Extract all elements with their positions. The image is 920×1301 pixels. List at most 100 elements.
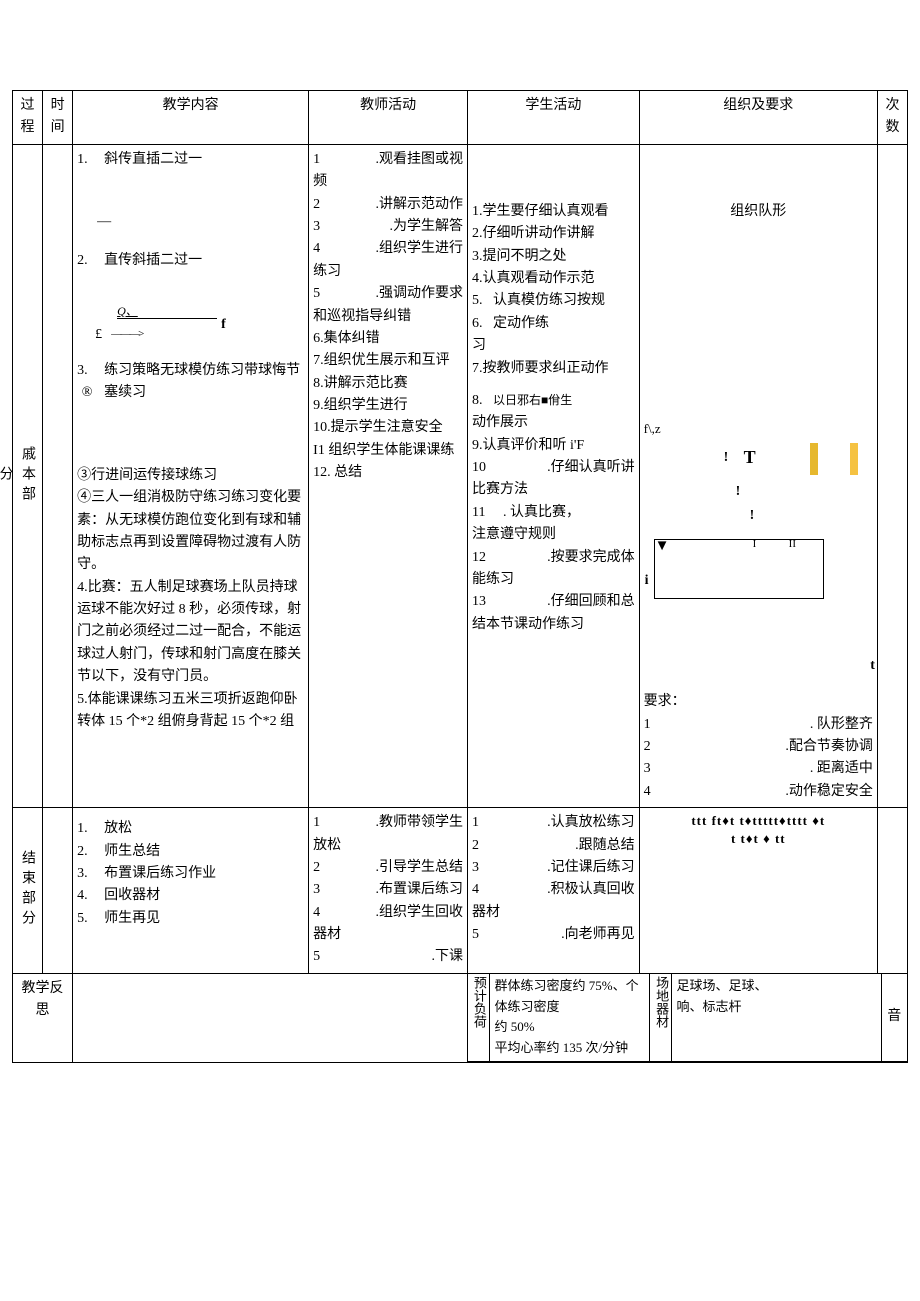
- t1b: 频: [313, 171, 463, 193]
- t5b: 和巡视指导纠错: [313, 306, 463, 328]
- footer-row: 教学反 思 预计负荷 群体练习密度约 75%、个体练习密度 约 50% 平均心率…: [13, 973, 908, 1062]
- t4b: 练习: [313, 261, 463, 283]
- t1t: 观看挂图或视: [379, 152, 463, 167]
- es4t: 积极认真回收: [551, 882, 635, 897]
- org-title: 组织队形: [644, 201, 873, 223]
- et1b: 放松: [313, 835, 463, 857]
- es4b: 器材: [472, 902, 635, 924]
- et3t: 布置课后练习: [379, 882, 463, 897]
- s6n: 6.: [472, 313, 483, 335]
- main-time: [43, 144, 73, 807]
- main-content: 1. 斜传直插二过一 — 2. 直传斜插二过一 Q、 £ ———> f 3. 练…: [73, 144, 309, 807]
- main-org: 组织队形 ! T ! ! ▼ I II i f\,z t 要求：: [639, 144, 877, 807]
- lesson-plan-table: 过程 时间 教学内容 教师活动 学生活动 组织及要求 次数 戚本部 分 1. 斜…: [12, 90, 908, 1063]
- et2n: 2: [313, 857, 320, 879]
- es2n: 2: [472, 835, 479, 857]
- s1: 1.学生要仔细认真观看: [472, 201, 635, 223]
- end-teacher: 1.教师带领学生 放松 2.引导学生总结 3.布置课后练习 4.组织学生回收 器…: [309, 808, 468, 974]
- s10n: 10: [472, 457, 486, 479]
- s12t: 按要求完成体: [551, 550, 635, 565]
- hdr-student: 学生活动: [467, 91, 639, 145]
- t12: 12. 总结: [313, 462, 463, 484]
- hdr-content: 教学内容: [73, 91, 309, 145]
- formation-diagram: ! T ! ! ▼ I II i f\,z t: [644, 419, 873, 679]
- es3t: 记住课后练习: [551, 860, 635, 875]
- c3b-text: 塞续习: [104, 382, 146, 404]
- s5t: 认真模仿练习按规: [493, 290, 605, 312]
- req-label: 要求：: [644, 691, 873, 713]
- t4t: 组织学生进行: [379, 241, 463, 256]
- s13t: 仔细回顾和总: [551, 594, 635, 609]
- sketch-line: [117, 318, 217, 319]
- end-content: 1. 放松 2. 师生总结 3. 布置课后练习作业 4. 回收器材 5. 师生再…: [73, 808, 309, 974]
- c1-num: 1.: [77, 149, 97, 171]
- es2t: 跟随总结: [579, 838, 635, 853]
- t5t: 强调动作要求: [379, 286, 463, 301]
- r1n: 1: [644, 714, 651, 736]
- ec5n: 5.: [77, 908, 97, 930]
- s10t: 仔细认真听讲: [551, 460, 635, 475]
- ec1t: 放松: [104, 818, 132, 840]
- ec2t: 师生总结: [104, 841, 160, 863]
- t6: 6.集体纠错: [313, 328, 463, 350]
- ec3n: 3.: [77, 863, 97, 885]
- ec1n: 1.: [77, 818, 97, 840]
- t2t: 讲解示范动作: [379, 197, 463, 212]
- bar-icon: [850, 443, 858, 475]
- header-row: 过程 时间 教学内容 教师活动 学生活动 组织及要求 次数: [13, 91, 908, 145]
- es5n: 5: [472, 924, 479, 946]
- end-part-row: 结束部分 1. 放松 2. 师生总结 3. 布置课后练习作业 4. 回收器材 5…: [13, 808, 908, 974]
- s8t: 以日邪右■佾生: [493, 391, 572, 410]
- t4n: 4: [313, 238, 320, 260]
- end-student: 1.认真放松练习 2.跟随总结 3.记住课后练习 4.积极认真回收 器材 5.向…: [467, 808, 639, 974]
- t11: I1 组织学生体能课课练: [313, 440, 463, 462]
- r1t: . 队形整齐: [810, 714, 873, 736]
- ec4t: 回收器材: [104, 885, 160, 907]
- p5: 4.比赛：五人制足球赛场上队员持球运球不能次好过 8 秒，必须传球，射门之前必须…: [77, 577, 304, 689]
- end-time: [43, 808, 73, 974]
- dash-mark: —: [77, 211, 304, 233]
- t10: 10.提示学生注意安全: [313, 417, 463, 439]
- ec4n: 4.: [77, 885, 97, 907]
- sketch-diagram: Q、 £ ———> f: [87, 300, 304, 350]
- ec2n: 2.: [77, 841, 97, 863]
- s11t: . 认真比赛，: [503, 502, 580, 524]
- es1t: 认真放松练习: [551, 815, 635, 830]
- s4: 4.认真观看动作示范: [472, 268, 635, 290]
- c2-text: 直传斜插二过一: [104, 250, 202, 272]
- s3: 3.提问不明之处: [472, 246, 635, 268]
- et5t: 下课: [435, 949, 463, 964]
- main-count: [877, 144, 907, 807]
- t3t: 为学生解答: [393, 219, 463, 234]
- t-mark: t: [870, 655, 875, 677]
- main-label: 戚本部 分: [13, 144, 43, 807]
- et2t: 引导学生总结: [379, 860, 463, 875]
- main-teacher: 1.观看挂图或视 频 2.讲解示范动作 3.为学生解答 4.组织学生进行 练习 …: [309, 144, 468, 807]
- equip-label: 场地器材: [650, 974, 672, 1062]
- requirements: 要求： 1. 队形整齐 2.配合节奏协调 3. 距离适中 4.动作稳定安全: [644, 691, 873, 803]
- hdr-count: 次数: [877, 91, 907, 145]
- r3n: 3: [644, 758, 651, 780]
- s5n: 5.: [472, 290, 483, 312]
- s7: 7.按教师要求纠正动作: [472, 358, 635, 380]
- r4t: .动作稳定安全: [785, 781, 873, 803]
- hdr-process: 过程: [13, 91, 43, 145]
- t2n: 2: [313, 194, 320, 216]
- load-text: 群体练习密度约 75%、个体练习密度 约 50% 平均心率约 135 次/分钟: [490, 974, 650, 1062]
- hdr-teacher: 教师活动: [309, 91, 468, 145]
- p6: 5.体能课课练习五米三项折返跑仰卧转体 15 个*2 组俯身背起 15 个*2 …: [77, 689, 304, 734]
- s2: 2.仔细听讲动作讲解: [472, 223, 635, 245]
- reflect-content: [73, 973, 468, 1062]
- es5t: 向老师再见: [565, 927, 635, 942]
- s11b: 注意遵守规则: [472, 524, 635, 546]
- t7: 7.组织优生展示和互评: [313, 350, 463, 372]
- end-org: ttt ft♦t t♦ttttt♦tttt ♦t t t♦t ♦ tt: [639, 808, 877, 974]
- t9: 9.组织学生进行: [313, 395, 463, 417]
- s11n: 11: [472, 502, 485, 524]
- s13b: 结本节课动作练习: [472, 614, 635, 636]
- hdr-time: 时间: [43, 91, 73, 145]
- ec3t: 布置课后练习作业: [104, 863, 216, 885]
- s12b: 能练习: [472, 569, 635, 591]
- c1-text: 斜传直插二过一: [104, 149, 202, 171]
- s6t: 定动作练: [493, 313, 549, 335]
